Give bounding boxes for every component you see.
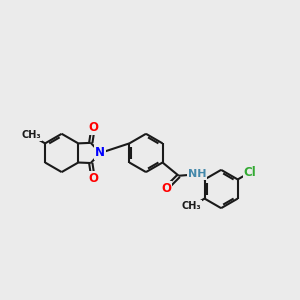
Text: O: O xyxy=(88,172,98,185)
Text: NH: NH xyxy=(188,169,206,179)
Text: Cl: Cl xyxy=(244,166,256,179)
Text: O: O xyxy=(161,182,171,195)
Text: CH₃: CH₃ xyxy=(182,201,202,211)
Text: O: O xyxy=(88,121,98,134)
Text: N: N xyxy=(95,146,105,159)
Text: CH₃: CH₃ xyxy=(21,130,41,140)
